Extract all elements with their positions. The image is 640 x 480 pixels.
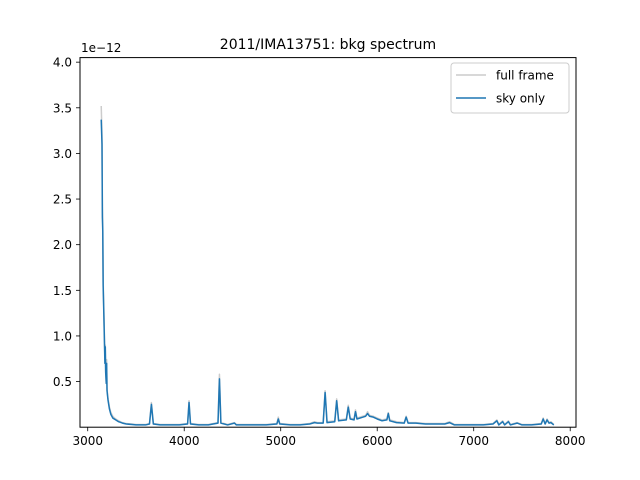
legend-label-sky-only: sky only: [496, 92, 545, 106]
y-tick-label: 3.5: [53, 101, 72, 115]
x-tick-label: 4000: [169, 434, 200, 448]
y-tick-label: 2.5: [53, 193, 72, 207]
x-tick-label: 7000: [458, 434, 489, 448]
axes-frame: [79, 57, 577, 428]
y-tick-label: 1.5: [53, 284, 72, 298]
x-axis: 3000 4000 5000 6000 7000 8000: [72, 427, 585, 448]
series-layer: [100, 105, 555, 426]
y-tick-label: 3.0: [53, 147, 72, 161]
legend: full frame sky only: [450, 62, 570, 114]
y-tick-label: 1.0: [53, 329, 72, 343]
y-tick-label: 4.0: [53, 56, 72, 70]
y-tick-label: 2.0: [53, 238, 72, 252]
legend-label-full-frame: full frame: [496, 69, 554, 83]
y-tick-label: 0.5: [53, 375, 72, 389]
series-line-sky-only: [100, 119, 555, 426]
x-tick-label: 3000: [72, 434, 103, 448]
x-tick-label: 5000: [265, 434, 296, 448]
y-offset-label: 1e−12: [81, 41, 121, 55]
y-axis: 0.5 1.0 1.5 2.0 2.5 3.0 3.5 4.0: [53, 56, 80, 389]
chart-title: 2011/IMA13751: bkg spectrum: [220, 37, 436, 53]
x-tick-label: 8000: [555, 434, 586, 448]
x-tick-label: 6000: [362, 434, 393, 448]
